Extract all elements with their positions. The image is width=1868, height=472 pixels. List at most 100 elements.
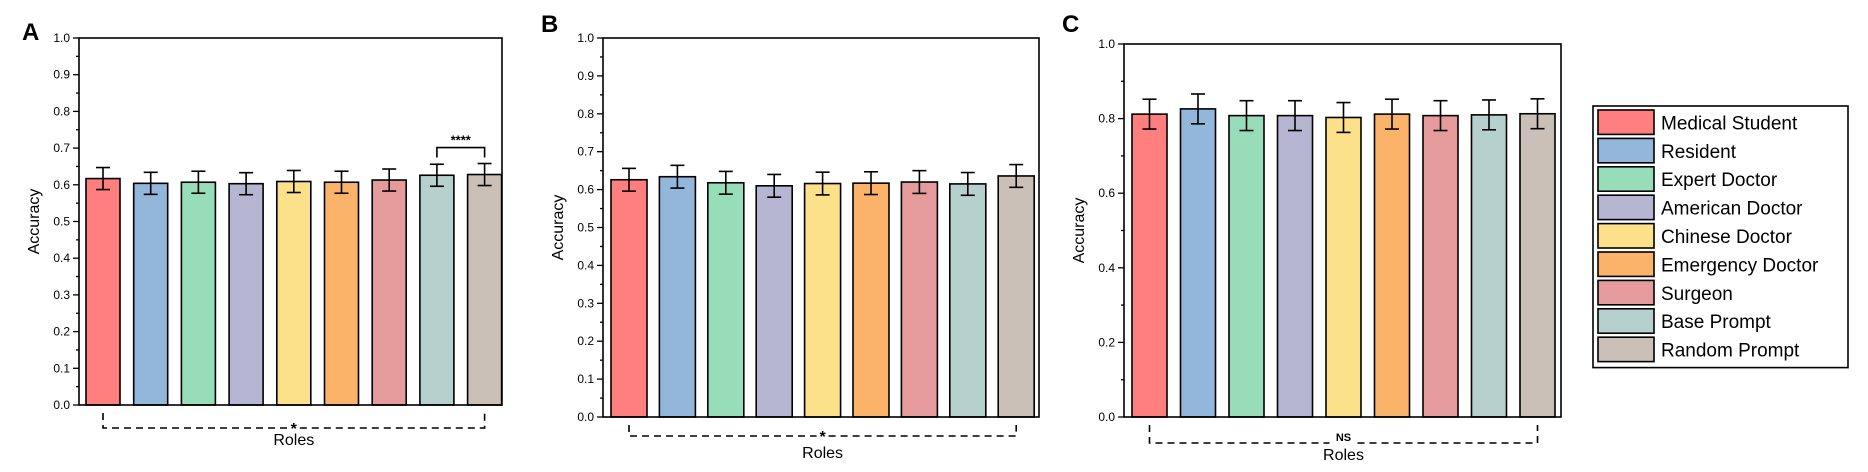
bar-medical-student xyxy=(610,178,648,418)
legend-label: Surgeon xyxy=(1661,284,1733,305)
y-tick-label: 0.4 xyxy=(53,251,70,265)
panel-letter: C xyxy=(1062,11,1079,38)
plot-frame xyxy=(78,37,503,406)
significance-bracket-left xyxy=(1148,425,1330,444)
y-tick-label: 0.0 xyxy=(53,398,70,412)
group-significance-label: * xyxy=(819,429,826,446)
y-tick-label: 0.3 xyxy=(53,288,70,302)
legend-swatch xyxy=(1597,251,1655,278)
legend-swatch xyxy=(1597,279,1655,306)
legend-label: Chinese Doctor xyxy=(1661,227,1793,248)
legend-swatch xyxy=(1597,109,1655,136)
y-tick-label: 0.7 xyxy=(53,141,70,155)
plot-frame xyxy=(602,37,1040,418)
bar-american-doctor xyxy=(1276,114,1314,418)
bar-expert-doctor xyxy=(180,181,217,406)
significance-bracket-right xyxy=(1357,425,1539,444)
bar-emergency-doctor xyxy=(1373,113,1411,418)
y-tick-label: 0.6 xyxy=(1098,186,1115,200)
bar-resident xyxy=(658,175,697,418)
bar-chinese-doctor xyxy=(803,182,842,418)
x-axis-title: Roles xyxy=(1323,447,1364,464)
y-tick-label: 0.4 xyxy=(1098,261,1115,275)
y-tick-label: 0.9 xyxy=(53,68,70,82)
plot-frame xyxy=(1123,43,1562,418)
y-axis-title: Accuracy xyxy=(1071,198,1088,264)
y-axis-title: Accuracy xyxy=(26,189,43,255)
y-tick-label: 0.3 xyxy=(577,296,594,310)
legend-label: Medical Student xyxy=(1661,113,1798,134)
legend-label: Random Prompt xyxy=(1661,341,1800,362)
bar-base-prompt xyxy=(1470,114,1508,418)
y-tick-label: 0.6 xyxy=(577,183,594,197)
legend-swatch xyxy=(1597,166,1655,193)
bar-surgeon xyxy=(1422,114,1459,418)
bar-random-prompt xyxy=(997,175,1036,418)
significance-bracket-left xyxy=(102,413,288,429)
bar-surgeon xyxy=(900,181,939,418)
x-axis-title: Roles xyxy=(802,445,843,462)
legend-swatch xyxy=(1597,137,1655,164)
significance-bracket-left xyxy=(628,425,817,437)
y-tick-label: 0.9 xyxy=(577,69,594,83)
chart-panel-b: B 0.0 0.1 0.2 0.3 0.4 0.5 0.6 0.7 0.8 0.9 1.0 Accura… xyxy=(541,11,1040,462)
bar-chinese-doctor xyxy=(275,180,312,406)
bar-medical-student xyxy=(1131,113,1168,418)
y-tick-label: 0.2 xyxy=(577,334,594,348)
legend-label: American Doctor xyxy=(1661,199,1803,220)
y-tick-label: 0.1 xyxy=(577,372,594,386)
chart-panel-c: C 0.0 0.2 0.4 0.6 0.8 1.0 Accuracy NS Roles xyxy=(1062,11,1562,464)
pair-significance-label: **** xyxy=(451,133,472,148)
y-tick-label: 0.0 xyxy=(1098,410,1115,424)
legend: Medical Student Resident Expert Doctor Amer… xyxy=(1592,105,1849,369)
bar-base-prompt xyxy=(948,183,987,418)
legend-label: Emergency Doctor xyxy=(1661,255,1819,276)
y-tick-label: 0.1 xyxy=(53,361,70,375)
bar-surgeon xyxy=(371,179,408,406)
chart-panel-a: A 0.0 0.1 0.2 0.3 0.4 0.5 0.6 0.7 0.8 0.9 1.0 Accura… xyxy=(22,19,503,449)
panel-letter: B xyxy=(541,11,558,38)
significance-bracket-right xyxy=(828,425,1017,437)
pair-significance-bracket xyxy=(436,146,486,158)
y-tick-label: 0.6 xyxy=(53,178,70,192)
bar-american-doctor xyxy=(755,185,794,418)
panel-letter: A xyxy=(22,19,39,46)
y-tick-label: 0.8 xyxy=(53,104,70,118)
y-tick-label: 0.5 xyxy=(577,221,594,235)
group-significance-label: * xyxy=(291,421,298,438)
bar-emergency-doctor xyxy=(323,181,360,406)
y-tick-label: 1.0 xyxy=(577,31,594,45)
y-tick-label: 0.2 xyxy=(1098,335,1115,349)
bar-american-doctor xyxy=(228,182,264,406)
bar-base-prompt xyxy=(419,174,455,406)
y-tick-label: 1.0 xyxy=(1098,37,1115,51)
bar-random-prompt xyxy=(1519,112,1556,418)
bar-resident xyxy=(132,182,169,406)
x-axis-title: Roles xyxy=(273,432,314,449)
y-tick-label: 0.5 xyxy=(53,215,70,229)
bar-medical-student xyxy=(85,177,121,406)
y-tick-label: 1.0 xyxy=(53,31,70,45)
y-tick-label: 0.0 xyxy=(577,410,594,424)
bar-resident xyxy=(1179,108,1217,418)
y-tick-label: 0.8 xyxy=(1098,112,1115,126)
y-axis-title: Accuracy xyxy=(550,195,567,261)
bar-emergency-doctor xyxy=(852,182,890,418)
legend-swatch xyxy=(1597,222,1655,249)
bar-expert-doctor xyxy=(1228,114,1265,418)
legend-swatch xyxy=(1597,307,1655,334)
y-tick-label: 0.4 xyxy=(577,258,594,272)
legend-label: Resident xyxy=(1661,142,1737,163)
legend-swatch xyxy=(1597,336,1655,363)
legend-swatch xyxy=(1597,194,1655,221)
y-tick-label: 0.7 xyxy=(577,145,594,159)
group-significance-label: NS xyxy=(1336,432,1351,444)
legend-label: Expert Doctor xyxy=(1661,170,1778,191)
y-tick-label: 0.2 xyxy=(53,325,70,339)
bar-random-prompt xyxy=(466,173,503,406)
bar-expert-doctor xyxy=(706,181,745,418)
y-tick-label: 0.8 xyxy=(577,107,594,121)
legend-label: Base Prompt xyxy=(1661,312,1772,333)
bar-chinese-doctor xyxy=(1325,116,1362,418)
